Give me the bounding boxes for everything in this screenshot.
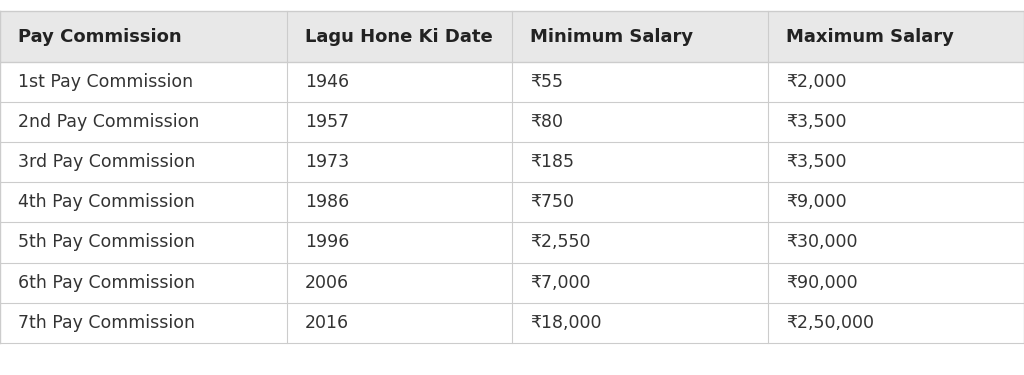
- Text: Minimum Salary: Minimum Salary: [530, 28, 693, 46]
- Text: 2006: 2006: [305, 274, 349, 292]
- Bar: [0, 262, 1024, 303]
- Text: 1946: 1946: [305, 73, 349, 91]
- Text: ₹3,500: ₹3,500: [786, 153, 847, 171]
- Bar: [0, 11, 1024, 62]
- Text: 2016: 2016: [305, 314, 349, 332]
- Text: 1973: 1973: [305, 153, 349, 171]
- Text: ₹9,000: ₹9,000: [786, 194, 847, 211]
- Text: ₹7,000: ₹7,000: [530, 274, 591, 292]
- Bar: [0, 222, 1024, 262]
- Text: Lagu Hone Ki Date: Lagu Hone Ki Date: [305, 28, 493, 46]
- Text: 7th Pay Commission: 7th Pay Commission: [18, 314, 196, 332]
- Bar: [0, 303, 1024, 343]
- Text: ₹55: ₹55: [530, 73, 563, 91]
- Text: ₹18,000: ₹18,000: [530, 314, 602, 332]
- Bar: [0, 62, 1024, 102]
- Text: ₹185: ₹185: [530, 153, 574, 171]
- Bar: [0, 142, 1024, 182]
- Text: 3rd Pay Commission: 3rd Pay Commission: [18, 153, 196, 171]
- Text: Pay Commission: Pay Commission: [18, 28, 182, 46]
- Bar: [0, 182, 1024, 222]
- Text: ₹2,50,000: ₹2,50,000: [786, 314, 874, 332]
- Text: 1996: 1996: [305, 233, 349, 251]
- Text: Maximum Salary: Maximum Salary: [786, 28, 954, 46]
- Text: ₹750: ₹750: [530, 194, 574, 211]
- Text: 6th Pay Commission: 6th Pay Commission: [18, 274, 196, 292]
- Text: 1957: 1957: [305, 113, 349, 131]
- Text: 1st Pay Commission: 1st Pay Commission: [18, 73, 194, 91]
- Bar: [0, 102, 1024, 142]
- Text: ₹30,000: ₹30,000: [786, 233, 858, 251]
- Text: 2nd Pay Commission: 2nd Pay Commission: [18, 113, 200, 131]
- Text: ₹2,000: ₹2,000: [786, 73, 847, 91]
- Text: ₹80: ₹80: [530, 113, 563, 131]
- Text: 1986: 1986: [305, 194, 349, 211]
- Text: ₹2,550: ₹2,550: [530, 233, 591, 251]
- Text: 5th Pay Commission: 5th Pay Commission: [18, 233, 196, 251]
- Text: ₹3,500: ₹3,500: [786, 113, 847, 131]
- Text: 4th Pay Commission: 4th Pay Commission: [18, 194, 196, 211]
- Text: ₹90,000: ₹90,000: [786, 274, 858, 292]
